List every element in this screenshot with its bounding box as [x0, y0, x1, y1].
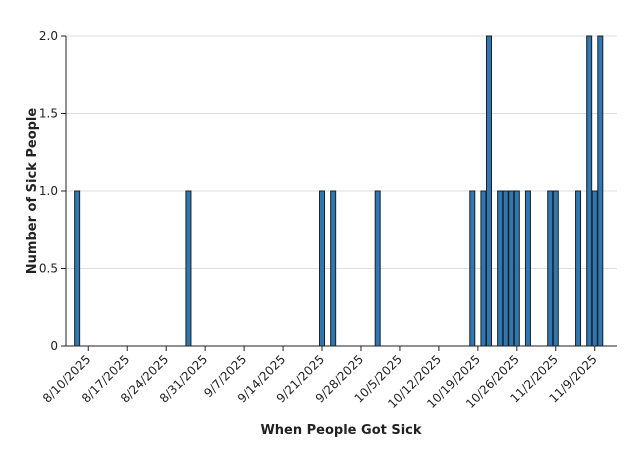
bar [469, 190, 476, 347]
bar [185, 190, 192, 347]
bar [513, 190, 520, 347]
y-tick-label: 2.0 [39, 29, 58, 43]
y-tick-label: 1.0 [39, 184, 58, 198]
bar [74, 190, 81, 347]
bar [497, 190, 504, 347]
y-tick-label: 0 [50, 339, 58, 353]
bar-layer [74, 35, 604, 347]
y-tick-label: 1.5 [39, 107, 58, 121]
bar [524, 190, 531, 347]
x-axis-title: When People Got Sick [260, 423, 421, 438]
bar [319, 190, 326, 347]
bar [591, 190, 598, 347]
bar [597, 35, 604, 347]
bar [508, 190, 515, 347]
y-tick-label: 0.5 [39, 262, 58, 276]
bar [374, 190, 381, 347]
bar [485, 35, 492, 347]
bar [547, 190, 554, 347]
y-axis-title: Number of Sick People [25, 108, 40, 275]
bar [575, 190, 582, 347]
bar [502, 190, 509, 347]
bar [480, 190, 487, 347]
grid-layer [66, 35, 617, 347]
bar [586, 35, 593, 347]
bar [552, 190, 559, 347]
bar [330, 190, 337, 347]
